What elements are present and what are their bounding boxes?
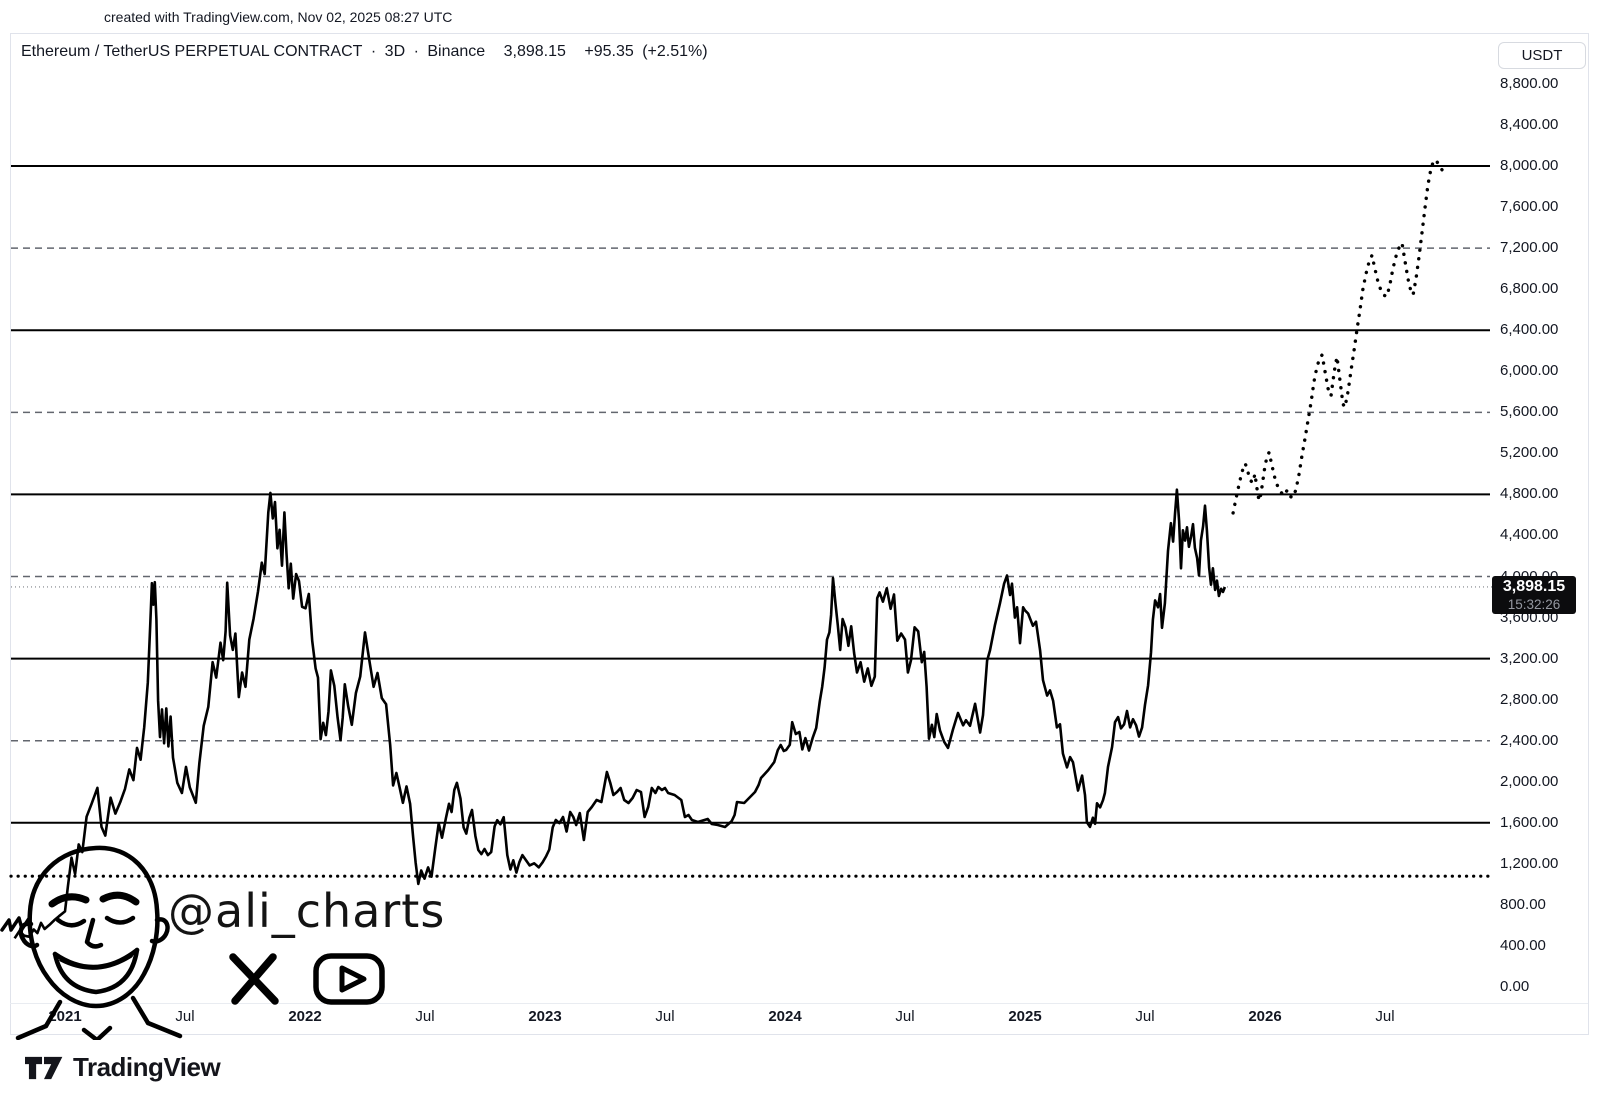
price-tick-label: 4,800.00: [1500, 485, 1559, 503]
exchange-label: Binance: [427, 43, 486, 60]
price-tick-label: 4,400.00: [1500, 526, 1559, 544]
price-tick-label: 6,800.00: [1500, 280, 1559, 298]
badge-price: 3,898.15: [1502, 578, 1566, 595]
projection-line: [1231, 158, 1448, 515]
time-tick-label: 2026: [1248, 1008, 1282, 1025]
price-tick-label: 6,000.00: [1500, 362, 1559, 380]
price-tick-label: 3,200.00: [1500, 649, 1559, 667]
price-tick-label: 2,800.00: [1500, 690, 1559, 708]
tradingview-mark-icon: [25, 1056, 63, 1079]
watermark-handle: @ali_charts: [168, 884, 446, 938]
price-tick-label: 1,200.00: [1500, 854, 1559, 872]
price-tick-label: 7,200.00: [1500, 239, 1559, 257]
badge-countdown: 15:32:26: [1507, 597, 1561, 612]
time-tick-label: 2024: [768, 1008, 802, 1025]
time-axis-separator: [10, 1003, 1588, 1004]
price-tick-label: 6,400.00: [1500, 321, 1559, 339]
price-line: [13, 488, 1227, 940]
header-change: +95.35: [584, 43, 634, 60]
price-tick-label: 8,400.00: [1500, 115, 1559, 133]
price-tick-label: 8,000.00: [1500, 157, 1559, 175]
tradingview-logo-link[interactable]: TradingView: [25, 1052, 221, 1083]
price-tick-label: 400.00: [1500, 936, 1546, 954]
attribution-text: created with TradingView.com, Nov 02, 20…: [104, 9, 453, 25]
interval-label: 3D: [384, 43, 406, 60]
symbol-header: Ethereum / TetherUS PERPETUAL CONTRACT ·…: [21, 43, 712, 61]
chart-widget: [10, 33, 1589, 1035]
time-tick-label: Jul: [1135, 1008, 1155, 1025]
header-change-pct: (+2.51%): [642, 43, 708, 60]
time-tick-label: Jul: [1375, 1008, 1395, 1025]
time-tick-label: 2023: [528, 1008, 562, 1025]
separator-dot: ·: [413, 43, 419, 60]
price-tick-label: 800.00: [1500, 895, 1546, 913]
price-tick-label: 5,600.00: [1500, 403, 1559, 421]
time-tick-label: Jul: [895, 1008, 915, 1025]
price-tick-label: 7,600.00: [1500, 198, 1559, 216]
separator-dot: ·: [370, 43, 377, 60]
last-price-badge: 3,898.15 15:32:26: [1492, 576, 1576, 614]
youtube-logo-icon: [313, 953, 385, 1005]
currency-toggle-button[interactable]: USDT: [1498, 42, 1586, 69]
price-tick-label: 2,400.00: [1500, 731, 1559, 749]
price-tick-label: 2,000.00: [1500, 772, 1559, 790]
x-logo-icon: [229, 953, 279, 1005]
price-tick-label: 1,600.00: [1500, 813, 1559, 831]
symbol-title: Ethereum / TetherUS PERPETUAL CONTRACT: [21, 43, 363, 60]
time-tick-label: Jul: [655, 1008, 675, 1025]
price-tick-label: 5,200.00: [1500, 444, 1559, 462]
time-tick-label: 2025: [1008, 1008, 1042, 1025]
time-tick-label: Jul: [415, 1008, 435, 1025]
price-tick-label: 8,800.00: [1500, 74, 1559, 92]
time-tick-label: 2022: [288, 1008, 322, 1025]
header-last-price: 3,898.15: [503, 43, 566, 60]
price-tick-label: 0.00: [1500, 978, 1530, 995]
tradingview-logo-text: TradingView: [73, 1052, 221, 1082]
